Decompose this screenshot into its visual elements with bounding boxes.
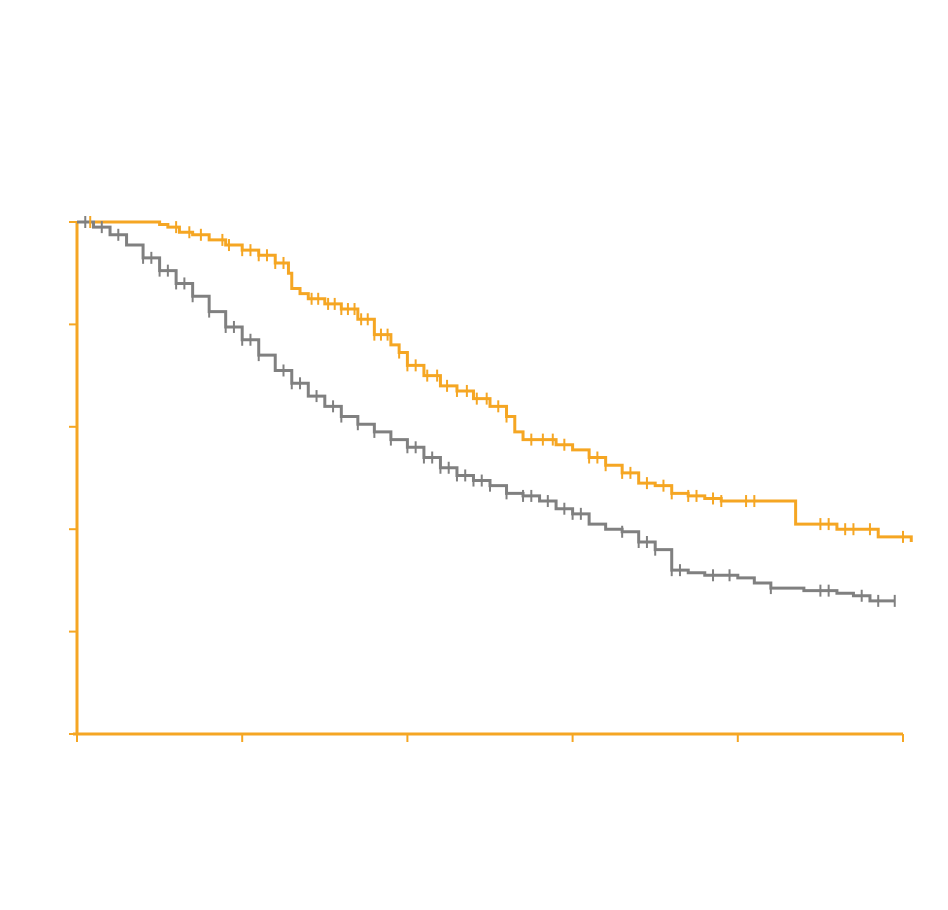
axes xyxy=(69,221,904,742)
series-1-line xyxy=(77,220,895,603)
series-0-line xyxy=(77,220,913,542)
series-layer xyxy=(77,220,913,603)
censor-layer xyxy=(84,216,904,607)
